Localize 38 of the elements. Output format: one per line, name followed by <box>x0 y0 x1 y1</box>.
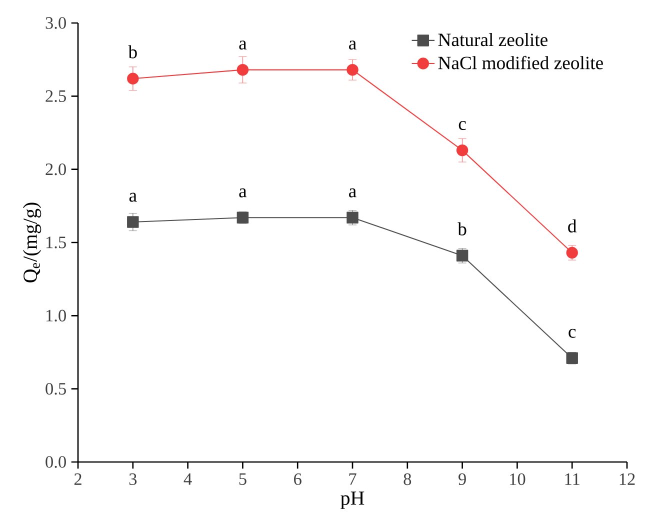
point <box>456 144 468 156</box>
point <box>127 72 139 84</box>
x-tick-label: 9 <box>458 473 466 486</box>
y-tick-label: 1.0 <box>46 310 66 322</box>
x-tick-label: 6 <box>294 473 302 486</box>
y-tick-label: 0.0 <box>46 456 66 468</box>
x-tick-label: 8 <box>404 473 412 486</box>
x-tick-label: 5 <box>239 473 246 485</box>
x-tick-label: 4 <box>184 473 192 485</box>
y-tick-label: 3.0 <box>46 17 66 29</box>
annotation: b <box>128 45 137 58</box>
annotation: b <box>458 222 466 236</box>
y-tick-label: 1.5 <box>46 236 66 248</box>
annotation: c <box>568 328 576 338</box>
annotation: c <box>458 121 466 130</box>
x-tick-label: 3 <box>129 473 137 486</box>
x-axis-title: pH <box>340 492 364 509</box>
y-tick-label: 2.0 <box>46 163 66 176</box>
legend-label: Natural zeolite <box>438 32 548 46</box>
annotation: a <box>349 188 356 198</box>
x-tick-label: 11 <box>565 473 580 485</box>
annotation: a <box>239 188 247 198</box>
y-axis-title: Q$_{e}$/(mg/g) <box>22 202 42 282</box>
point <box>346 64 358 76</box>
annotation: a <box>239 40 247 50</box>
y-tick-label: 0.5 <box>46 382 66 395</box>
annotation: d <box>568 219 577 232</box>
annotation: a <box>349 40 356 50</box>
x-tick-label: 7 <box>349 473 356 485</box>
point <box>127 216 139 228</box>
legend-label: NaCl modified zeolite <box>438 56 603 70</box>
y-tick-label: 2.5 <box>46 90 66 102</box>
x-tick-label: 12 <box>620 473 635 485</box>
x-tick-label: 10 <box>510 473 526 486</box>
x-tick-label: 2 <box>74 473 82 485</box>
annotation: a <box>129 192 137 202</box>
point <box>236 64 249 76</box>
point <box>346 212 358 224</box>
